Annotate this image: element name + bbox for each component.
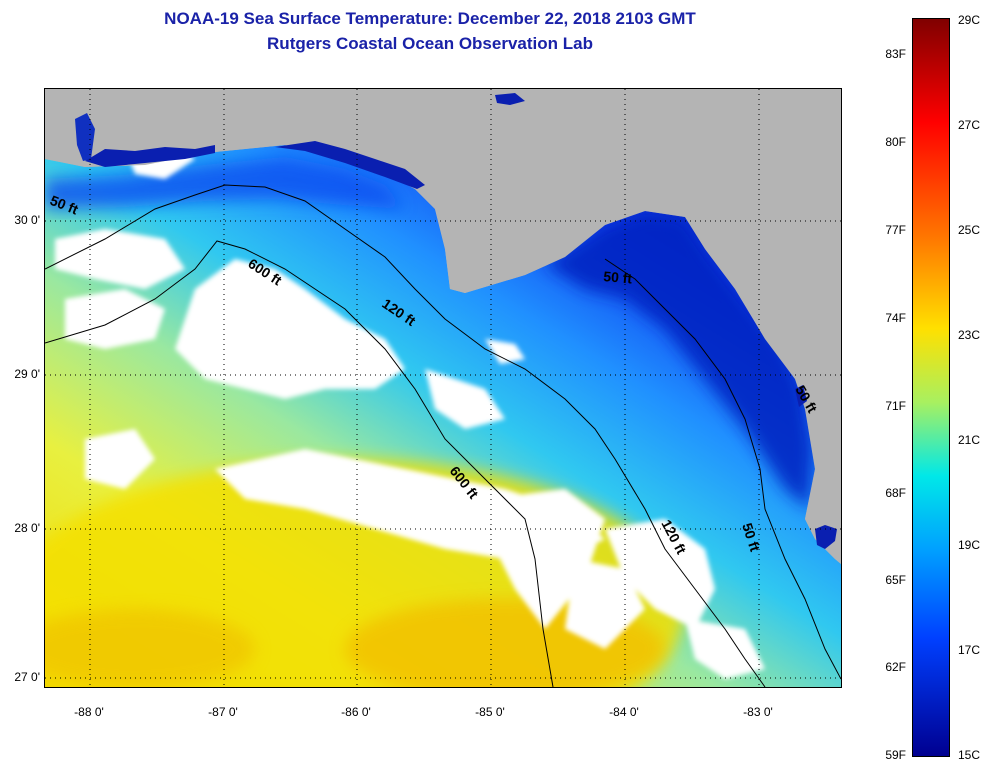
colorbar-c-label: 29C (958, 13, 981, 27)
lat-label: 30 0' (14, 213, 40, 227)
florida-land (45, 89, 841, 564)
colorbar-f-label: 80F (885, 135, 906, 149)
isobath-120ft (45, 184, 766, 687)
colorbar-f-label: 59F (885, 748, 906, 762)
colorbar-f-label: 65F (885, 573, 906, 587)
colorbar-c-label: 27C (958, 118, 981, 132)
colorbar-f-label: 68F (885, 486, 906, 500)
sst-map[interactable]: 50 ft 600 ft 120 ft 50 ft 600 ft 120 ft … (44, 88, 842, 688)
cool-coastal-water (545, 211, 813, 509)
isobath-600ft (45, 240, 554, 687)
isobath-label: 50 ft (603, 268, 633, 286)
colorbar-f-label: 83F (885, 47, 906, 61)
lon-label: -84 0' (609, 705, 639, 719)
isobaths (45, 184, 841, 687)
temperature-colorbar (912, 18, 950, 757)
map-subtitle: Rutgers Coastal Ocean Observation Lab (267, 34, 593, 53)
lon-label: -83 0' (743, 705, 773, 719)
colorbar-c-label: 15C (958, 748, 981, 762)
colorbar-c-label: 19C (958, 538, 981, 552)
colorbar-c-label: 25C (958, 223, 981, 237)
lon-label: -88 0' (74, 705, 104, 719)
colorbar-f-label: 62F (885, 660, 906, 674)
colorbar-f-label: 77F (885, 223, 906, 237)
map-title: NOAA-19 Sea Surface Temperature: Decembe… (164, 9, 696, 28)
lat-label: 28 0' (14, 521, 40, 535)
tampa-bay (815, 525, 837, 549)
lon-label: -85 0' (475, 705, 505, 719)
colorbar-c-label: 17C (958, 643, 981, 657)
lon-label: -86 0' (341, 705, 371, 719)
colorbar-f-label: 74F (885, 311, 906, 325)
lon-label: -87 0' (208, 705, 238, 719)
lat-label: 29 0' (14, 367, 40, 381)
colorbar-c-label: 23C (958, 328, 981, 342)
colorbar-c-label: 21C (958, 433, 981, 447)
lat-label: 27 0' (14, 670, 40, 684)
sst-map-canvas: 50 ft 600 ft 120 ft 50 ft 600 ft 120 ft … (45, 89, 841, 687)
colorbar-f-label: 71F (885, 399, 906, 413)
isobath-50ft (604, 258, 841, 680)
